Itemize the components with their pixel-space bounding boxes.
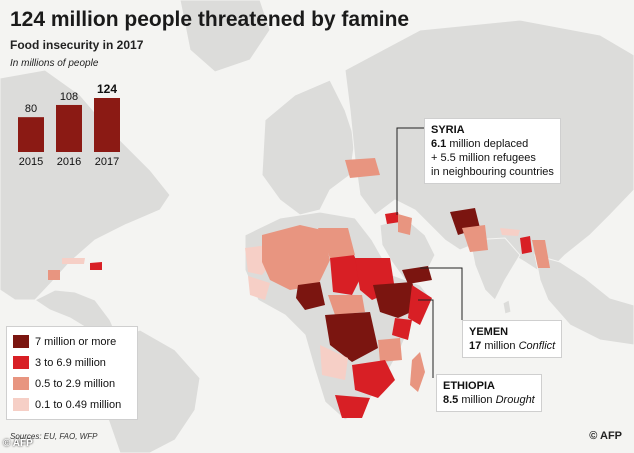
region-congo-severe [325, 312, 378, 362]
region-car-medium [328, 295, 365, 315]
region-ukraine-medium [345, 158, 380, 178]
region-guatemala-medium [48, 270, 60, 280]
legend-item: 0.5 to 2.9 million [13, 373, 131, 394]
bar-2016 [56, 104, 82, 152]
bar-category-label: 2015 [19, 156, 43, 168]
landmass-sri-lanka [502, 299, 512, 315]
legend-label: 0.1 to 0.49 million [35, 398, 122, 411]
legend-item: 7 million or more [13, 331, 131, 352]
yemen-cause: Conflict [518, 340, 556, 352]
region-myanmar-medium [532, 240, 550, 268]
landmass-southeast-asia [534, 254, 634, 346]
region-angola-light [320, 345, 348, 380]
region-nigeria-severe [296, 282, 325, 310]
afp-watermark: © AFP [3, 438, 33, 449]
legend-swatch [13, 356, 29, 369]
afp-logo-text: AFP [600, 430, 622, 442]
yemen-leader-line [420, 267, 463, 320]
ethiopia-detail: 8.5 million Drought [443, 393, 535, 407]
afp-logo: © AFP [589, 430, 622, 442]
syria-line3: in neighbouring countries [431, 166, 554, 178]
region-south-africa-severe [335, 395, 370, 418]
bar-category-label: 2017 [95, 156, 119, 168]
syria-leader-line [396, 127, 424, 215]
syria-number: 6.1 [431, 138, 447, 150]
bar-value-label: 124 [97, 82, 117, 96]
syria-line2: + 5.5 million refugees [431, 152, 536, 164]
legend-item: 0.1 to 0.49 million [13, 394, 131, 415]
bar-value-label: 108 [60, 91, 78, 103]
region-haiti-severe [90, 262, 102, 270]
region-cuba-light [62, 258, 85, 264]
region-syria-severe [385, 212, 400, 224]
legend-item: 3 to 6.9 million [13, 352, 131, 373]
region-tanzania-medium [378, 338, 402, 362]
region-kenya-severe [392, 318, 412, 340]
legend-label: 7 million or more [35, 335, 117, 348]
ethiopia-number: 8.5 [443, 394, 459, 406]
ethiopia-unit: million [461, 394, 493, 406]
yemen-callout: YEMEN 17 million Conflict [462, 320, 563, 358]
bar-2015 [18, 117, 44, 152]
legend-swatch [13, 335, 29, 348]
region-somalia-severe [408, 285, 432, 325]
region-sahel-medium [262, 225, 330, 290]
region-chad-severe [330, 250, 362, 295]
bar-2017 [94, 98, 120, 152]
ethiopia-leader-line [418, 299, 434, 378]
region-bangladesh-severe [520, 236, 532, 254]
region-iraq-medium [398, 214, 412, 235]
region-yemen-severe [402, 266, 432, 284]
landmass-greenland [179, 0, 271, 73]
region-pakistan-medium [462, 225, 488, 252]
ethiopia-cause: Drought [495, 394, 535, 406]
ethiopia-name: ETHIOPIA [443, 380, 495, 392]
yemen-detail: 17 million Conflict [469, 339, 555, 353]
chart-subtitle: Food insecurity in 2017 [10, 38, 144, 52]
syria-deplaced-line: 6.1 million deplaced [431, 137, 554, 151]
sources-note: Sources: EU, FAO, WFP [10, 432, 98, 441]
ethiopia-callout: ETHIOPIA 8.5 million Drought [436, 374, 542, 412]
yemen-name: YEMEN [469, 326, 509, 338]
page-title: 124 million people threatened by famine [10, 8, 410, 31]
region-madagascar-medium [410, 352, 425, 392]
syria-name: SYRIA [431, 124, 465, 136]
region-senegal-mali-light [248, 276, 270, 300]
yemen-unit: million [484, 340, 516, 352]
region-south-sudan-ethiopia-severe [373, 282, 420, 318]
callout-leaders [396, 127, 463, 378]
unit-note: In millions of people [10, 58, 99, 69]
insecurity-regions [48, 158, 550, 418]
bar-chart: 80 2015 108 2016 124 2017 [18, 82, 120, 168]
region-nepal-light [500, 228, 520, 236]
bar-category-label: 2016 [57, 156, 81, 168]
region-libya-medium [318, 228, 355, 258]
syria-line1: million deplaced [449, 138, 529, 150]
syria-callout: SYRIA 6.1 million deplaced + 5.5 million… [424, 118, 561, 184]
legend-swatch [13, 398, 29, 411]
bar-value-label: 80 [25, 103, 37, 115]
region-mozambique-severe [352, 360, 395, 398]
legend-label: 0.5 to 2.9 million [35, 377, 116, 390]
map-legend: 7 million or more 3 to 6.9 million 0.5 t… [6, 326, 138, 420]
yemen-number: 17 [469, 340, 482, 352]
landmass-india [469, 237, 521, 301]
legend-swatch [13, 377, 29, 390]
legend-label: 3 to 6.9 million [35, 356, 106, 369]
landmass-europe [261, 79, 356, 216]
